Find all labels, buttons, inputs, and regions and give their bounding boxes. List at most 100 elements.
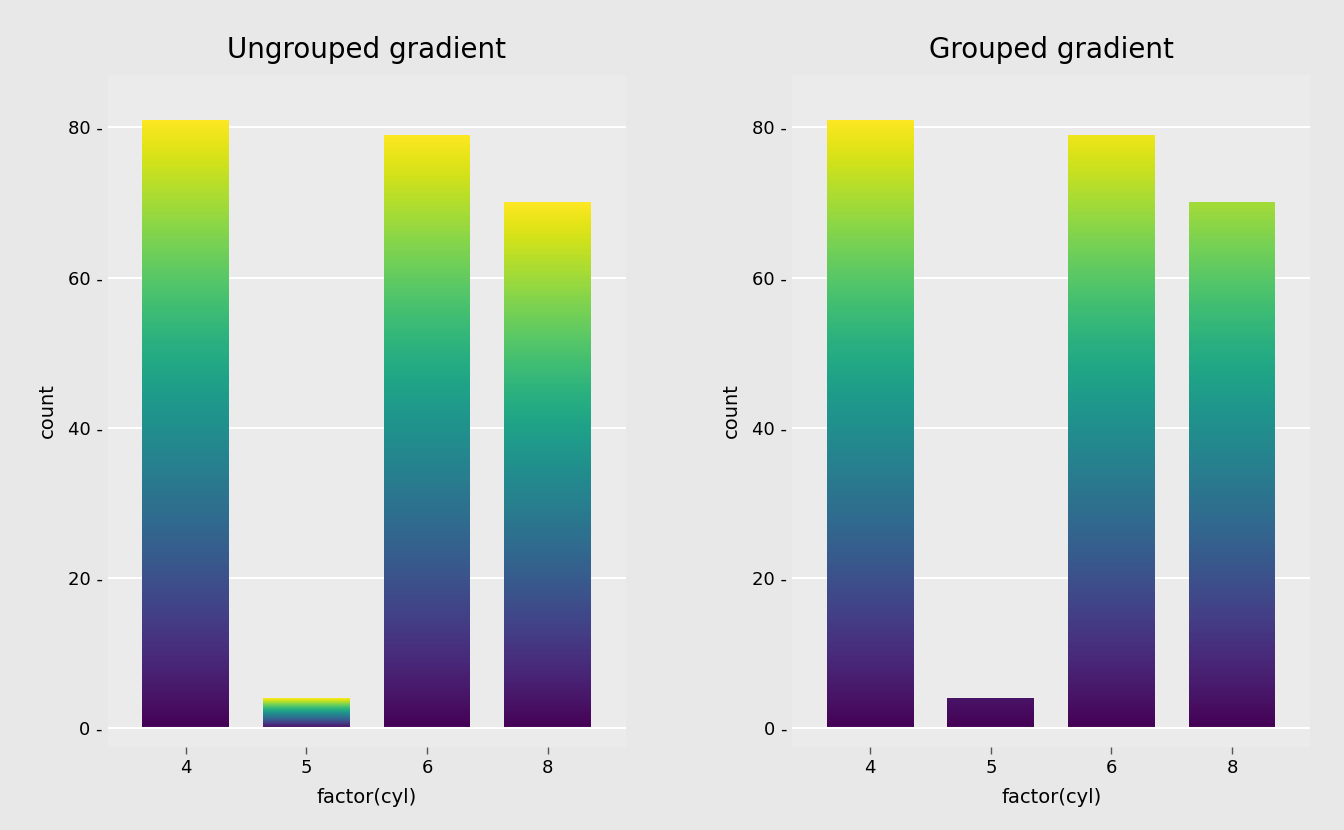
Bar bbox=[383, 360, 470, 362]
Bar bbox=[383, 526, 470, 528]
Bar bbox=[827, 226, 914, 227]
Bar bbox=[827, 291, 914, 292]
Bar bbox=[1188, 261, 1275, 262]
Bar bbox=[827, 613, 914, 614]
Bar bbox=[827, 516, 914, 518]
Bar bbox=[383, 495, 470, 496]
Bar bbox=[504, 262, 591, 263]
Bar bbox=[827, 481, 914, 482]
Bar bbox=[1188, 302, 1275, 303]
Bar bbox=[1188, 318, 1275, 319]
Bar bbox=[142, 563, 230, 564]
Bar bbox=[1188, 491, 1275, 493]
Bar bbox=[827, 562, 914, 563]
Bar bbox=[383, 573, 470, 574]
Bar bbox=[1188, 405, 1275, 407]
Bar bbox=[1068, 170, 1154, 172]
Bar bbox=[504, 583, 591, 584]
Bar bbox=[142, 469, 230, 471]
Bar bbox=[383, 187, 470, 188]
Bar bbox=[504, 657, 591, 659]
Bar bbox=[1068, 606, 1154, 608]
Bar bbox=[504, 388, 591, 389]
Bar bbox=[1068, 467, 1154, 468]
Bar bbox=[1068, 256, 1154, 257]
Bar bbox=[504, 431, 591, 432]
Bar bbox=[1188, 631, 1275, 632]
Bar bbox=[142, 521, 230, 523]
Bar bbox=[142, 576, 230, 578]
Bar bbox=[827, 638, 914, 639]
Bar bbox=[142, 315, 230, 317]
Bar bbox=[1188, 499, 1275, 500]
Bar bbox=[1068, 288, 1154, 289]
Bar bbox=[1068, 432, 1154, 434]
Bar bbox=[383, 512, 470, 514]
Bar bbox=[142, 669, 230, 670]
Bar bbox=[1068, 569, 1154, 570]
Bar bbox=[142, 281, 230, 283]
Bar bbox=[142, 555, 230, 557]
Bar bbox=[383, 184, 470, 186]
Bar bbox=[142, 328, 230, 329]
Bar bbox=[142, 667, 230, 669]
Bar bbox=[383, 593, 470, 594]
Bar bbox=[504, 214, 591, 215]
Bar bbox=[383, 167, 470, 168]
Bar bbox=[827, 434, 914, 435]
Bar bbox=[383, 310, 470, 311]
Bar bbox=[383, 451, 470, 452]
Bar bbox=[1188, 313, 1275, 314]
Bar bbox=[142, 154, 230, 155]
Bar bbox=[383, 515, 470, 517]
Bar bbox=[504, 660, 591, 661]
Bar bbox=[142, 717, 230, 719]
Bar bbox=[142, 425, 230, 427]
Bar bbox=[383, 624, 470, 625]
Bar bbox=[383, 599, 470, 600]
Bar bbox=[383, 134, 470, 136]
Bar bbox=[827, 154, 914, 155]
Bar bbox=[1068, 136, 1154, 137]
Bar bbox=[142, 296, 230, 297]
Bar bbox=[504, 392, 591, 393]
Bar bbox=[1188, 522, 1275, 523]
Bar bbox=[1188, 457, 1275, 458]
Bar bbox=[827, 523, 914, 524]
Bar bbox=[827, 527, 914, 529]
Bar bbox=[504, 589, 591, 590]
Bar bbox=[1068, 493, 1154, 495]
Bar bbox=[827, 435, 914, 436]
Bar bbox=[383, 340, 470, 341]
Bar bbox=[383, 638, 470, 639]
Bar bbox=[383, 321, 470, 322]
Bar bbox=[504, 270, 591, 271]
Bar bbox=[827, 218, 914, 220]
Bar bbox=[1068, 301, 1154, 302]
Bar bbox=[504, 588, 591, 589]
Bar bbox=[142, 570, 230, 571]
Bar bbox=[504, 346, 591, 348]
Bar bbox=[827, 582, 914, 583]
Bar bbox=[1068, 451, 1154, 452]
Bar bbox=[827, 515, 914, 516]
Bar bbox=[504, 407, 591, 408]
Bar bbox=[504, 258, 591, 259]
Bar bbox=[1188, 645, 1275, 647]
Bar bbox=[383, 446, 470, 447]
Bar bbox=[1188, 365, 1275, 367]
Bar bbox=[142, 155, 230, 156]
Bar bbox=[504, 641, 591, 642]
Bar bbox=[142, 370, 230, 372]
Bar bbox=[383, 484, 470, 485]
Bar bbox=[1068, 176, 1154, 178]
Bar bbox=[142, 523, 230, 524]
Bar bbox=[142, 675, 230, 676]
Bar bbox=[383, 448, 470, 449]
Bar bbox=[142, 310, 230, 312]
Bar bbox=[142, 357, 230, 359]
Bar bbox=[504, 462, 591, 463]
Bar bbox=[504, 440, 591, 441]
Bar bbox=[383, 426, 470, 427]
Bar bbox=[827, 520, 914, 521]
